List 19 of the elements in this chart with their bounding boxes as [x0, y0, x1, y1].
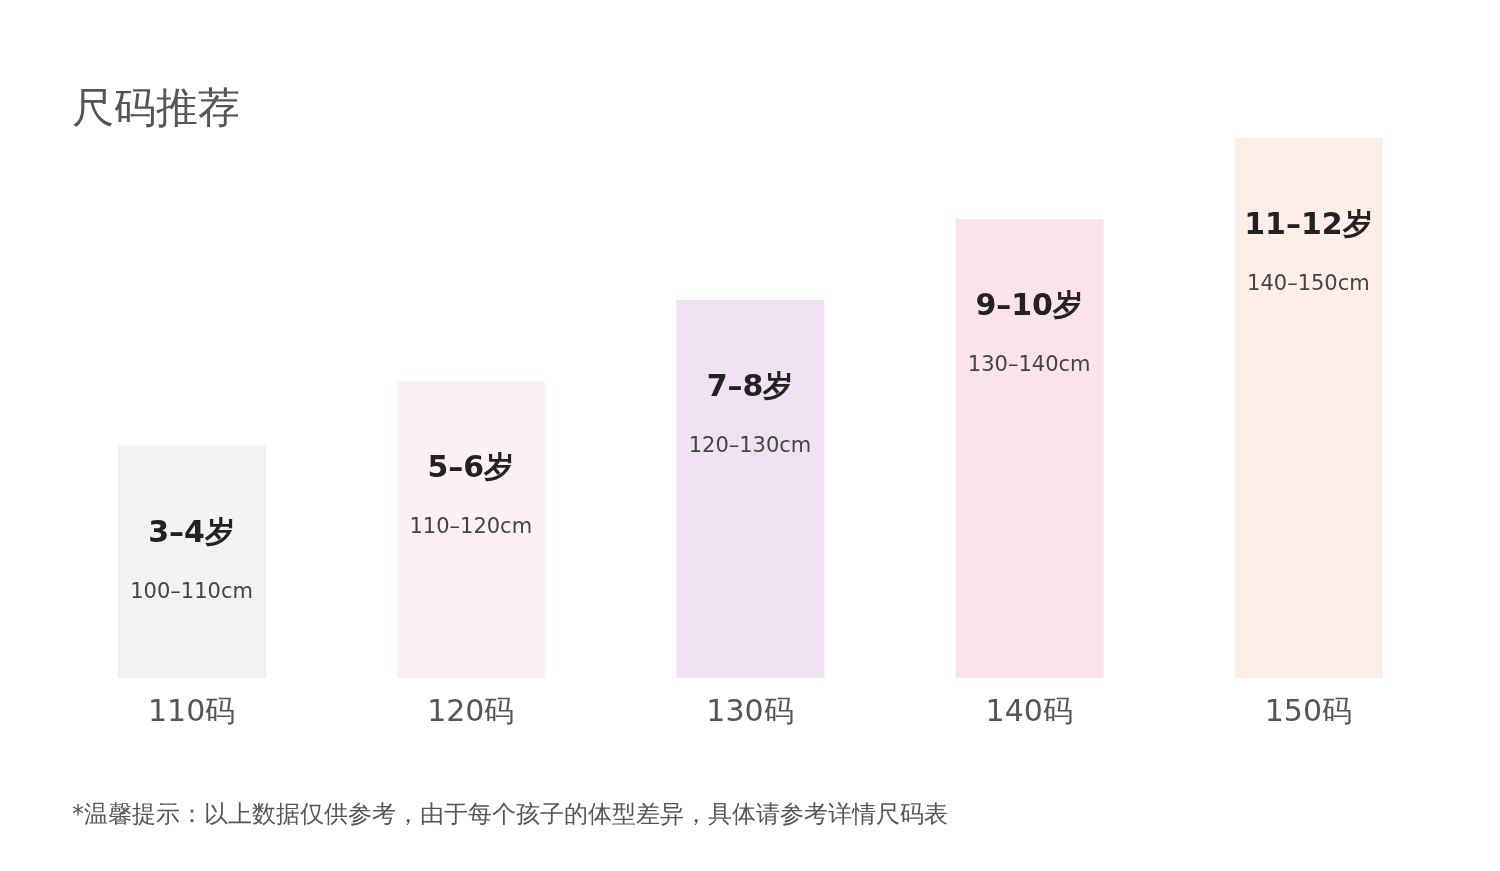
x-tick-label: 150码 [1264, 693, 1353, 729]
annotation: 130–140cm [967, 352, 1091, 376]
x-tick-label: 130码 [706, 693, 794, 729]
annotation: 100–110cm [130, 578, 253, 603]
bar [676, 300, 825, 678]
x-tick-label: 140码 [985, 693, 1073, 729]
x-tick-label: 110码 [147, 693, 236, 729]
annotation: 110–120cm [409, 514, 533, 538]
annotation: 5–6岁 [427, 449, 515, 484]
annotation: 9–10岁 [975, 287, 1084, 322]
chart-title: 尺码推荐 [72, 82, 240, 134]
annotation: 3–4岁 [148, 513, 235, 549]
text: *温馨提示：以上数据仅供参考，由于每个孩子的体型差异，具体请参考详情尺码表 [72, 799, 948, 830]
annotation: 140–150cm [1247, 271, 1370, 295]
x-tick-label: 120码 [427, 693, 515, 729]
annotation: 120–130cm [688, 433, 812, 457]
annotation: 7–8岁 [706, 368, 794, 403]
bar [955, 219, 1104, 678]
annotation: 11–12岁 [1244, 206, 1373, 241]
